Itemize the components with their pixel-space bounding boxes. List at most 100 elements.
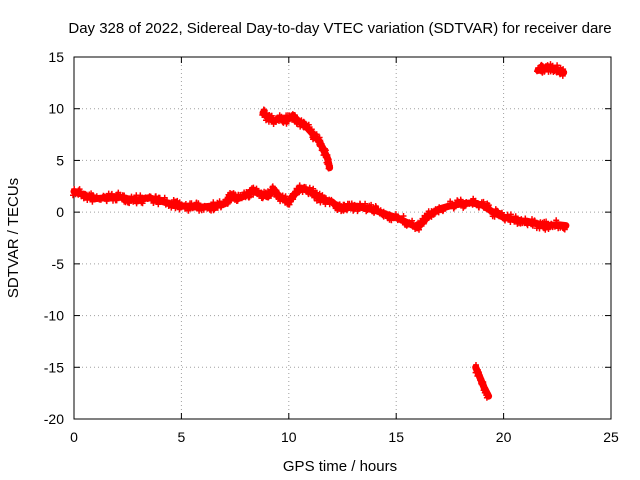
data-point [323, 153, 330, 159]
data-point [476, 372, 483, 379]
x-tick-label: 5 [178, 429, 186, 445]
data-point [386, 211, 393, 218]
data-point [299, 189, 306, 195]
data-point [103, 197, 110, 204]
data-point [559, 72, 566, 79]
x-tick-label: 15 [388, 429, 404, 445]
data-point [313, 131, 320, 138]
y-axis-label: SDTVAR / TECUs [5, 178, 22, 298]
data-point [350, 206, 357, 213]
data-point [420, 220, 427, 227]
data-point [278, 114, 285, 121]
data-point [561, 68, 567, 75]
data-point [484, 390, 491, 397]
data-point [273, 187, 280, 194]
data-point [71, 186, 78, 193]
data-point [140, 197, 147, 204]
data-point [364, 207, 371, 214]
data-point [511, 218, 518, 225]
data-point [512, 213, 519, 220]
data-point [560, 222, 567, 229]
data-point [368, 201, 375, 208]
data-point [483, 394, 490, 401]
data-point [354, 208, 361, 215]
y-tick-label: -5 [52, 256, 65, 272]
data-point [480, 198, 487, 205]
data-points [70, 61, 570, 401]
x-tick-label: 10 [281, 429, 297, 445]
x-tick-label: 0 [70, 429, 78, 445]
data-point [451, 204, 458, 211]
data-point [282, 193, 289, 200]
data-point [302, 120, 309, 127]
data-point [488, 208, 495, 215]
y-tick-label: 5 [56, 152, 64, 168]
data-point [176, 199, 183, 206]
data-point [447, 198, 454, 205]
data-point [363, 208, 370, 215]
data-point [172, 205, 179, 212]
data-point [554, 62, 561, 69]
data-point [134, 198, 141, 205]
x-tick-labels: 0 5 10 15 20 25 [70, 429, 619, 445]
data-point [308, 126, 315, 133]
data-point [309, 188, 316, 195]
data-point [246, 193, 253, 200]
data-point [269, 183, 276, 190]
data-point [553, 217, 560, 224]
axis-ticks [73, 56, 612, 420]
data-point [450, 205, 457, 212]
data-point [195, 200, 202, 207]
y-tick-label: -15 [44, 359, 64, 375]
data-point [507, 211, 514, 218]
plot-frame [73, 56, 612, 420]
data-point [531, 218, 538, 225]
data-point [310, 185, 317, 192]
data-point [561, 226, 568, 233]
grid-lines [74, 57, 611, 419]
series-arc-top-right [534, 61, 568, 79]
y-tick-label: 15 [48, 49, 64, 65]
y-tick-label: 0 [56, 204, 64, 220]
data-point [290, 196, 297, 203]
data-point [155, 201, 162, 208]
data-point [481, 204, 488, 211]
data-point [482, 385, 489, 392]
data-point [529, 222, 536, 229]
data-point [319, 192, 326, 199]
data-point [544, 62, 551, 69]
data-point [277, 198, 284, 205]
data-point [104, 193, 111, 200]
x-axis-label: GPS time / hours [283, 458, 397, 475]
data-point [525, 218, 532, 224]
y-tick-label: -20 [44, 411, 64, 427]
y-tick-label: -10 [44, 308, 64, 324]
data-point [542, 226, 549, 233]
data-point [543, 218, 550, 225]
data-point [435, 209, 442, 216]
data-point [284, 118, 291, 125]
x-tick-label: 20 [496, 429, 512, 445]
data-point [128, 193, 135, 200]
data-point [455, 201, 462, 208]
data-point [416, 226, 422, 233]
data-point [208, 203, 215, 209]
data-point [292, 112, 298, 119]
series-arc-lower [472, 362, 493, 401]
data-point [397, 217, 404, 224]
y-tick-labels: -20 -15 -10 -5 0 5 10 15 [44, 49, 64, 427]
data-point [551, 223, 558, 230]
data-point [409, 217, 416, 224]
data-point [253, 185, 260, 192]
series-main [70, 182, 570, 233]
data-point [469, 201, 476, 208]
data-point [268, 193, 274, 199]
x-tick-label: 25 [603, 429, 619, 445]
data-point [480, 380, 487, 387]
data-point [457, 196, 464, 203]
y-tick-label: 10 [48, 101, 64, 117]
data-point [121, 195, 128, 202]
series-arc-upper [259, 106, 334, 172]
data-point [326, 162, 333, 169]
